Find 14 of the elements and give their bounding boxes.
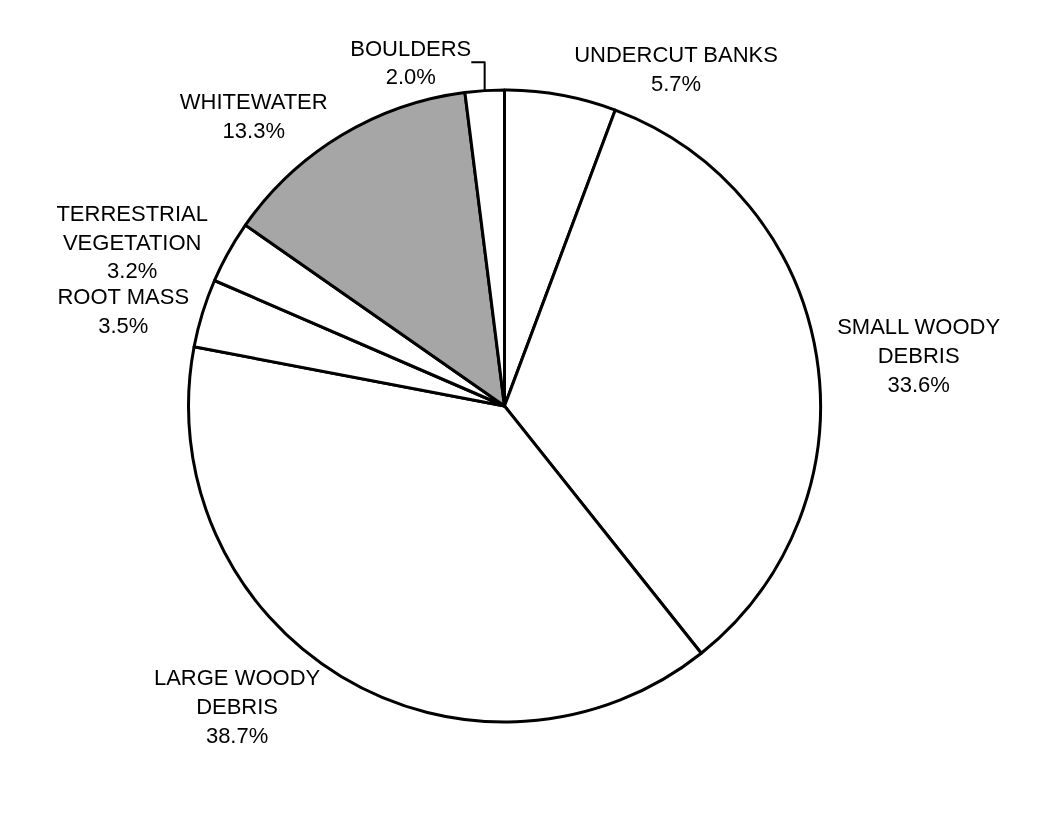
slice-label: LARGE WOODY DEBRIS xyxy=(153,665,321,720)
data-label: 3.5% xyxy=(98,312,149,338)
slice-label: ROOT MASS xyxy=(57,283,190,309)
data-label: 13.3% xyxy=(222,117,285,143)
data-label: 3.2% xyxy=(107,258,158,284)
slice-label: SMALL WOODY DEBRIS xyxy=(837,314,1001,369)
slice-label: WHITEWATER xyxy=(179,89,328,115)
slice-label: UNDERCUT BANKS xyxy=(574,42,778,68)
data-label: 2.0% xyxy=(385,64,436,90)
data-label: 33.6% xyxy=(887,371,950,397)
slice-label: TERRESTRIAL VEGETATION xyxy=(56,201,208,255)
slice-label: BOULDERS xyxy=(350,35,472,61)
data-label: 38.7% xyxy=(205,722,269,748)
data-label: 5.7% xyxy=(650,70,702,96)
